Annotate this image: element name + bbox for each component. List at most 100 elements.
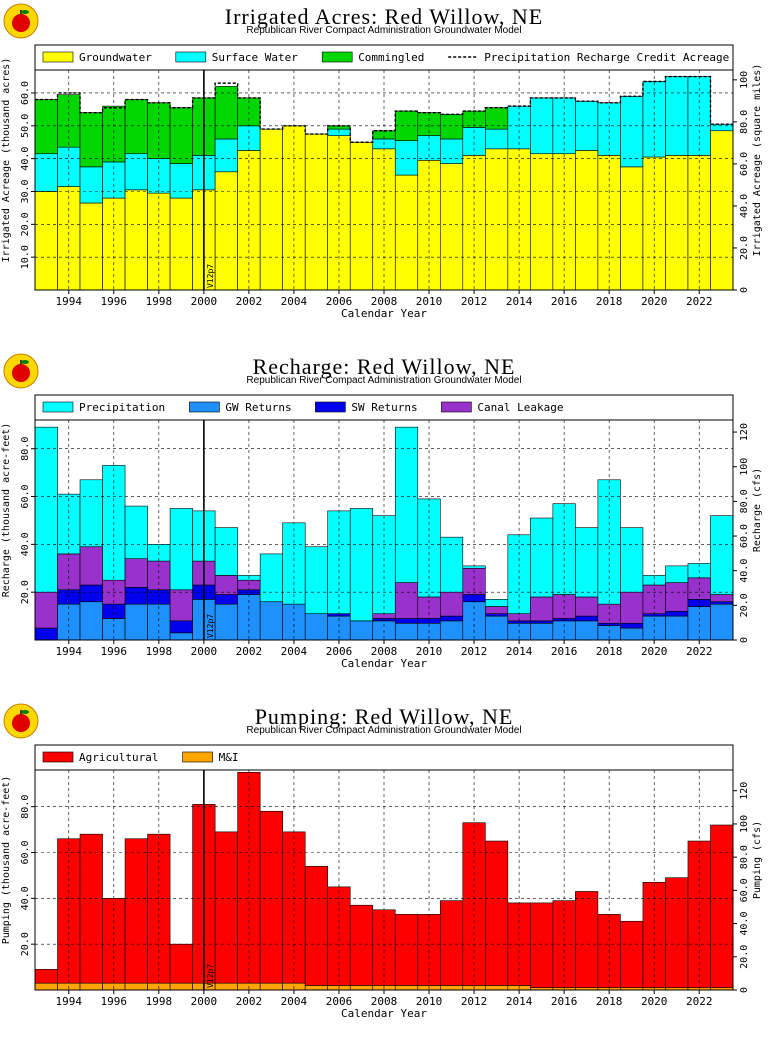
bar-precipitation xyxy=(620,527,644,593)
y-tick-label: 60.0 xyxy=(20,840,31,864)
bar-gw-returns xyxy=(439,620,464,641)
x-tick-label: 2006 xyxy=(326,295,353,308)
bars-group xyxy=(34,426,734,641)
bar-sw-returns xyxy=(214,594,238,605)
bar-precipitation xyxy=(259,553,283,603)
y2-tick-label: 20.0 xyxy=(739,593,750,617)
bar-commingled xyxy=(439,114,464,140)
bar-m-i xyxy=(304,985,329,991)
legend-swatch xyxy=(42,751,74,763)
x-tick-label: 2016 xyxy=(551,995,578,1008)
bar-agricultural xyxy=(575,891,599,989)
legend-label: Precipitation Recharge Credit Acreage xyxy=(484,51,729,64)
bar-precipitation xyxy=(124,505,148,559)
y-tick-label: 50.0 xyxy=(20,114,31,138)
y2-tick-label: 80.0 xyxy=(739,110,750,134)
x-axis-label: Calendar Year xyxy=(341,307,427,320)
bar-agricultural xyxy=(259,810,283,984)
legend-label: Groundwater xyxy=(79,51,152,64)
bar-gw-returns xyxy=(530,622,554,641)
bar-gw-returns xyxy=(169,632,193,641)
y2-tick-label: 120 xyxy=(739,423,750,441)
x-tick-label: 2020 xyxy=(641,645,668,658)
chart-title: Irrigated Acres: Red Willow, NE xyxy=(224,4,544,29)
x-tick-label: 2004 xyxy=(281,995,308,1008)
bar-agricultural xyxy=(485,840,509,986)
y2-axis-label: Recharge (cfs) xyxy=(752,468,763,552)
x-tick-label: 2002 xyxy=(236,995,263,1008)
bar-groundwater xyxy=(304,133,329,291)
y2-tick-label: 0 xyxy=(739,287,750,293)
x-tick-label: 2018 xyxy=(596,645,623,658)
bar-surface-water xyxy=(169,163,193,199)
bar-precipitation xyxy=(530,517,554,598)
legend: Groundwater Surface Water Commingled Precip… xyxy=(42,51,729,64)
bar-canal-leakage xyxy=(394,582,419,619)
legend-swatch xyxy=(321,51,353,63)
bar-gw-returns xyxy=(575,620,599,641)
bar-m-i xyxy=(34,982,58,991)
y2-tick-label: 100 xyxy=(739,815,750,833)
model-marker-label: V12p7 xyxy=(206,264,215,288)
x-tick-label: 2018 xyxy=(596,995,623,1008)
y-tick-label: 40.0 xyxy=(20,532,31,556)
legend-swatch xyxy=(42,401,74,413)
legend-label: Canal Leakage xyxy=(477,401,563,414)
y-tick-label: 80.0 xyxy=(20,795,31,819)
bar-canal-leakage xyxy=(124,558,148,588)
bar-sw-returns xyxy=(620,622,644,629)
irrigated-acres-panel: Irrigated Acres: Red Willow, NE Republic… xyxy=(0,0,768,345)
y2-tick-label: 60.0 xyxy=(739,878,750,902)
y2-tick-label: 80.0 xyxy=(739,489,750,513)
bar-sw-returns xyxy=(710,601,734,605)
legend-swatch xyxy=(182,751,213,763)
bar-groundwater xyxy=(169,197,193,291)
y-tick-label: 20.0 xyxy=(20,580,31,604)
x-tick-label: 2014 xyxy=(506,995,533,1008)
y2-tick-label: 100 xyxy=(739,71,750,89)
x-tick-label: 2004 xyxy=(281,645,308,658)
x-tick-label: 2008 xyxy=(371,995,398,1008)
x-axis-label: Calendar Year xyxy=(341,657,427,670)
bar-gw-returns xyxy=(394,622,419,641)
y2-tick-label: 60.0 xyxy=(739,524,750,548)
bar-precipitation xyxy=(485,599,509,607)
legend-label: M&I xyxy=(219,751,239,764)
y-axis-label: Recharge (thousand acre-feet) xyxy=(1,423,12,598)
bar-precipitation xyxy=(665,565,689,583)
bars-group xyxy=(34,76,734,291)
x-tick-label: 1996 xyxy=(101,645,128,658)
y-tick-label: 40.0 xyxy=(20,886,31,910)
bar-agricultural xyxy=(79,833,103,984)
bar-commingled xyxy=(214,86,238,140)
bar-surface-water xyxy=(597,102,621,156)
bar-precipitation xyxy=(439,536,464,593)
bar-precipitation xyxy=(169,508,193,591)
bar-m-i xyxy=(349,985,374,991)
bar-gw-returns xyxy=(710,603,734,641)
x-tick-label: 2016 xyxy=(551,645,578,658)
bar-canal-leakage xyxy=(169,589,193,622)
bar-m-i xyxy=(169,982,193,991)
legend-label: GW Returns xyxy=(225,401,291,414)
x-axis-label: Calendar Year xyxy=(341,1007,427,1020)
bar-m-i xyxy=(394,985,419,991)
y-tick-label: 20.0 xyxy=(20,932,31,956)
x-tick-label: 2012 xyxy=(461,645,488,658)
y2-tick-label: 80.0 xyxy=(739,845,750,869)
x-tick-label: 2018 xyxy=(596,295,623,308)
bar-sw-returns xyxy=(575,615,599,622)
y-tick-label: 60.0 xyxy=(20,484,31,508)
apple-logo-icon xyxy=(2,2,40,40)
bar-gw-returns xyxy=(282,603,306,641)
x-tick-label: 2006 xyxy=(326,995,353,1008)
model-marker-label: V12p7 xyxy=(206,964,215,988)
bar-gw-returns xyxy=(124,603,148,641)
legend-swatch xyxy=(175,51,207,63)
x-tick-label: 2004 xyxy=(281,295,308,308)
apple-logo-icon xyxy=(2,352,40,390)
chart-title: Pumping: Red Willow, NE xyxy=(254,704,514,729)
x-tick-label: 2016 xyxy=(551,295,578,308)
x-tick-label: 1998 xyxy=(146,645,173,658)
